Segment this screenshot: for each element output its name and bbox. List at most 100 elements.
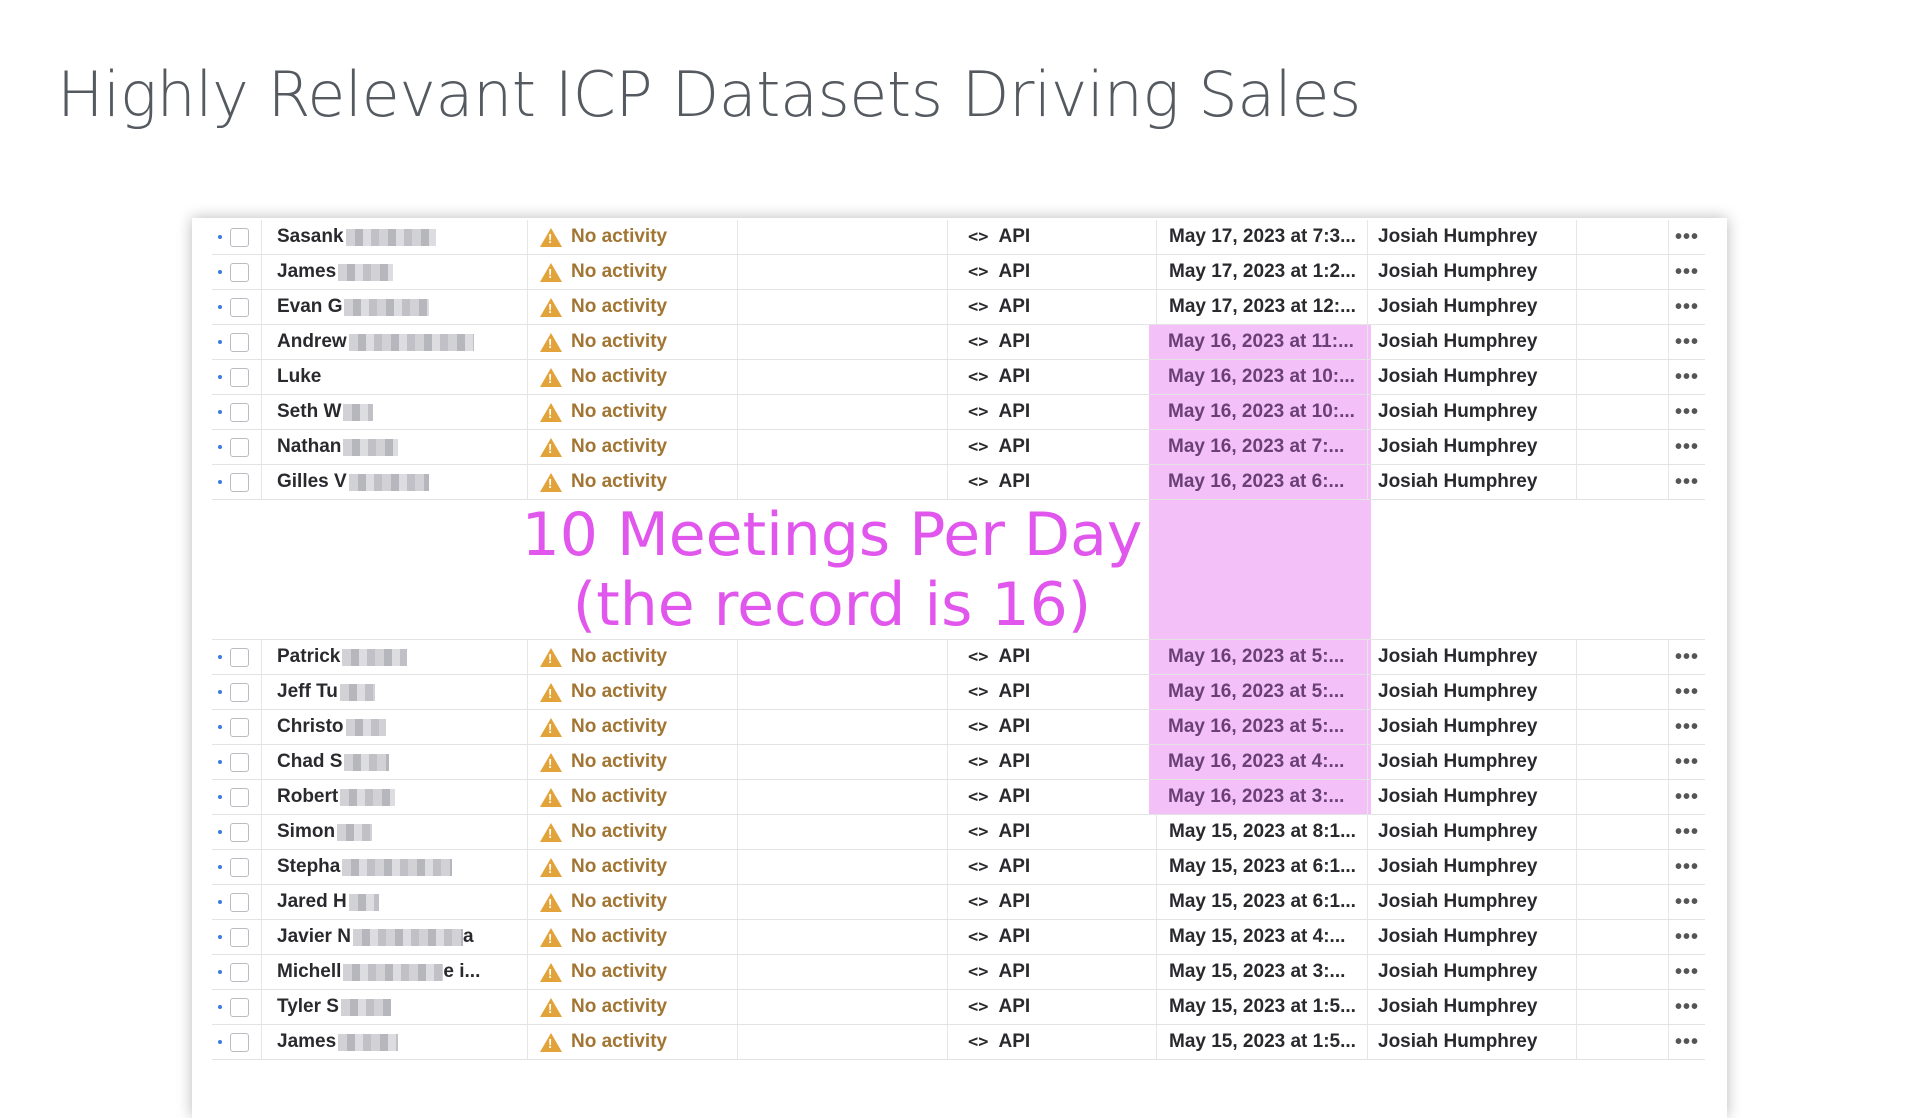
table-row[interactable]: Stepha No activity <> API May 15, 2023 at… <box>212 850 1705 885</box>
redacted-name-blur <box>339 683 375 701</box>
name-cell[interactable]: Patrick <box>261 640 527 674</box>
row-actions-cell: ••• <box>1668 220 1705 254</box>
table-row[interactable]: Tyler S No activity <> API May 15, 2023 a… <box>212 990 1705 1025</box>
source-label: API <box>998 996 1031 1017</box>
row-checkbox[interactable] <box>230 367 249 387</box>
more-options-icon[interactable]: ••• <box>1674 1030 1699 1053</box>
more-options-icon[interactable]: ••• <box>1674 260 1699 283</box>
more-options-icon[interactable]: ••• <box>1674 995 1699 1018</box>
activity-status: No activity <box>571 226 668 247</box>
row-checkbox[interactable] <box>230 787 249 807</box>
table-row[interactable]: Sasank No activity <> API May 17, 2023 at… <box>212 220 1705 255</box>
row-checkbox[interactable] <box>230 857 249 877</box>
table-row[interactable]: Jared H No activity <> API May 15, 2023 a… <box>212 885 1705 920</box>
name-cell[interactable]: Christo <box>261 710 527 744</box>
row-checkbox[interactable] <box>230 717 249 737</box>
contacts-table: Sasank No activity <> API May 17, 2023 at… <box>212 220 1705 1060</box>
row-checkbox[interactable] <box>230 682 249 702</box>
row-checkbox[interactable] <box>230 892 249 912</box>
name-cell[interactable]: Stepha <box>261 850 527 884</box>
more-options-icon[interactable]: ••• <box>1674 470 1699 493</box>
name-cell[interactable]: Tyler S <box>261 990 527 1024</box>
row-checkbox[interactable] <box>230 822 249 842</box>
row-checkbox[interactable] <box>230 997 249 1017</box>
more-options-icon[interactable]: ••• <box>1674 785 1699 808</box>
row-checkbox[interactable] <box>230 1032 249 1052</box>
row-checkbox[interactable] <box>230 647 249 667</box>
more-options-icon[interactable]: ••• <box>1674 750 1699 773</box>
table-row[interactable]: Michell e i... No activity <> API May 15, … <box>212 955 1705 990</box>
table-row[interactable]: Robert No activity <> API May 16, 2023 at… <box>212 780 1705 815</box>
row-checkbox[interactable] <box>230 927 249 947</box>
table-row[interactable]: Chad S No activity <> API May 16, 2023 at… <box>212 745 1705 780</box>
row-checkbox[interactable] <box>230 262 249 282</box>
row-actions-cell: ••• <box>1668 990 1705 1024</box>
redacted-name-blur <box>348 893 379 911</box>
table-row[interactable]: Javier N a No activity <> API May 15, 2023… <box>212 920 1705 955</box>
code-icon: <> <box>968 857 989 877</box>
name-cell[interactable]: James <box>261 255 527 289</box>
table-row[interactable]: Andrew No activity <> API May 16, 2023 at… <box>212 325 1705 360</box>
name-cell[interactable]: Andrew <box>261 325 527 359</box>
code-icon: <> <box>968 717 989 737</box>
name-cell[interactable]: Jared H <box>261 885 527 919</box>
table-row[interactable]: Luke No activity <> API May 16, 2023 at 1… <box>212 360 1705 395</box>
more-options-icon[interactable]: ••• <box>1674 680 1699 703</box>
warning-icon <box>540 787 562 807</box>
more-options-icon[interactable]: ••• <box>1674 925 1699 948</box>
warning-icon <box>540 647 562 667</box>
more-options-icon[interactable]: ••• <box>1674 645 1699 668</box>
name-cell[interactable]: Luke <box>261 360 527 394</box>
more-options-icon[interactable]: ••• <box>1674 365 1699 388</box>
more-options-icon[interactable]: ••• <box>1674 225 1699 248</box>
more-options-icon[interactable]: ••• <box>1674 295 1699 318</box>
name-cell[interactable]: Gilles V <box>261 465 527 499</box>
row-checkbox[interactable] <box>230 297 249 317</box>
name-cell[interactable]: James <box>261 1025 527 1059</box>
more-options-icon[interactable]: ••• <box>1674 330 1699 353</box>
row-checkbox[interactable] <box>230 437 249 457</box>
row-checkbox[interactable] <box>230 962 249 982</box>
table-row[interactable]: Evan G No activity <> API May 17, 2023 at… <box>212 290 1705 325</box>
name-cell[interactable]: Evan G <box>261 290 527 324</box>
row-checkbox[interactable] <box>230 332 249 352</box>
table-row[interactable]: Nathan No activity <> API May 16, 2023 at… <box>212 430 1705 465</box>
name-cell[interactable]: Seth W <box>261 395 527 429</box>
name-cell[interactable]: Robert <box>261 780 527 814</box>
more-options-icon[interactable]: ••• <box>1674 855 1699 878</box>
row-checkbox[interactable] <box>230 402 249 422</box>
select-cell <box>212 955 261 989</box>
activity-cell: No activity <box>527 920 737 954</box>
date-cell: May 15, 2023 at 6:1... <box>1156 885 1367 919</box>
table-row[interactable]: Gilles V No activity <> API May 16, 2023 … <box>212 465 1705 500</box>
name-cell[interactable]: Javier N a <box>261 920 527 954</box>
table-row[interactable]: Patrick No activity <> API May 16, 2023 a… <box>212 640 1705 675</box>
owner-cell: Josiah Humphrey <box>1367 220 1576 254</box>
table-row[interactable]: Jeff Tu No activity <> API May 16, 2023 a… <box>212 675 1705 710</box>
name-cell[interactable]: Chad S <box>261 745 527 779</box>
more-options-icon[interactable]: ••• <box>1674 715 1699 738</box>
name-cell[interactable]: Simon <box>261 815 527 849</box>
more-options-icon[interactable]: ••• <box>1674 435 1699 458</box>
owner-cell: Josiah Humphrey <box>1367 710 1576 744</box>
more-options-icon[interactable]: ••• <box>1674 400 1699 423</box>
date-cell-highlighted: May 16, 2023 at 10:... <box>1149 395 1371 429</box>
row-checkbox[interactable] <box>230 227 249 247</box>
name-cell[interactable]: Jeff Tu <box>261 675 527 709</box>
table-row[interactable]: Simon No activity <> API May 15, 2023 at … <box>212 815 1705 850</box>
more-options-icon[interactable]: ••• <box>1674 960 1699 983</box>
row-checkbox[interactable] <box>230 472 249 492</box>
table-row[interactable]: James No activity <> API May 17, 2023 at … <box>212 255 1705 290</box>
more-options-icon[interactable]: ••• <box>1674 820 1699 843</box>
name-cell[interactable]: Nathan <box>261 430 527 464</box>
activity-status: No activity <box>571 751 668 772</box>
table-row[interactable]: James No activity <> API May 15, 2023 at … <box>212 1025 1705 1060</box>
table-row[interactable]: Christo No activity <> API May 16, 2023 a… <box>212 710 1705 745</box>
name-cell[interactable]: Michell e i... <box>261 955 527 989</box>
annotation: 10 Meetings Per Day (the record is 16) <box>512 500 1152 640</box>
table-row[interactable]: Seth W No activity <> API May 16, 2023 at… <box>212 395 1705 430</box>
code-icon: <> <box>968 787 989 807</box>
more-options-icon[interactable]: ••• <box>1674 890 1699 913</box>
row-checkbox[interactable] <box>230 752 249 772</box>
name-cell[interactable]: Sasank <box>261 220 527 254</box>
